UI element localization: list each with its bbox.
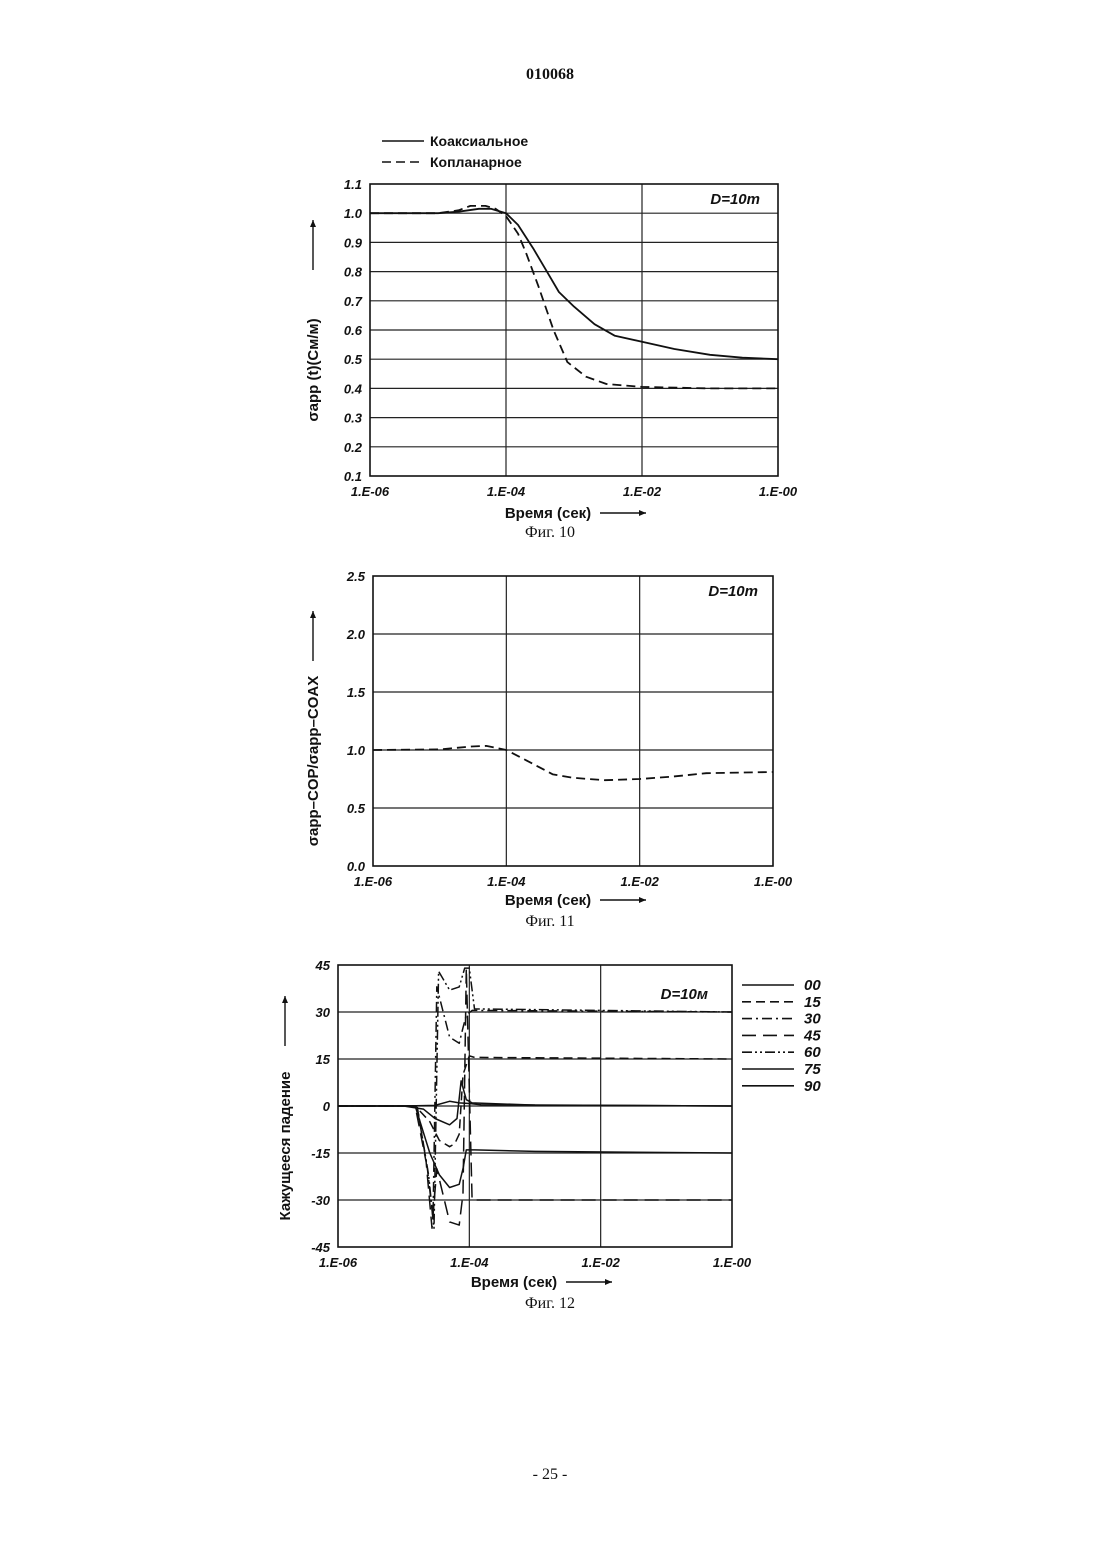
y-tick-label: 1.1 (344, 177, 362, 192)
x-tick-label: 1.E-06 (319, 1255, 358, 1270)
document-number: 010068 (0, 66, 1100, 84)
chart-annotation: D=10m (708, 583, 758, 600)
x-tick-label: 1.E-04 (450, 1255, 489, 1270)
legend-label: 45 (803, 1027, 821, 1044)
y-axis-arrowhead (310, 220, 316, 227)
series-line-90 (338, 1081, 732, 1125)
x-axis-arrowhead (639, 897, 646, 903)
x-tick-label: 1.E-02 (621, 874, 660, 889)
series-line-ratio (373, 746, 773, 780)
series-line-15 (338, 1056, 732, 1147)
series-line-Копланарное (370, 206, 778, 389)
y-axis-label: σapp (t)(См/м) (305, 318, 322, 421)
x-tick-label: 1.E-06 (354, 874, 393, 889)
x-axis-arrowhead (605, 1279, 612, 1285)
x-tick-label: 1.E-06 (351, 484, 390, 499)
legend-label: 15 (804, 994, 821, 1011)
legend-label: 60 (804, 1044, 821, 1061)
y-tick-label: 0.3 (344, 411, 363, 426)
y-tick-label: 0.1 (344, 469, 362, 484)
y-tick-label: 0 (323, 1099, 331, 1114)
y-axis-arrowhead (282, 996, 288, 1003)
legend-label: 00 (804, 977, 821, 994)
plot-frame (373, 576, 773, 866)
page-number: - 25 - (0, 1466, 1100, 1484)
y-tick-label: 0.0 (347, 859, 366, 874)
figure-11: 0.0 0.5 1.0 1.5 2.0 2.5 1.E-06 1.E-04 1.E-02 1.E-… (305, 569, 793, 930)
x-tick-label: 1.E-00 (759, 484, 798, 499)
y-tick-label: 45 (315, 958, 331, 973)
x-axis-arrowhead (639, 510, 646, 516)
x-axis-label: Время (сек) (505, 505, 591, 522)
legend-label: Коаксиальное (430, 133, 528, 149)
series-line-75 (338, 1106, 732, 1188)
x-tick-label: 1.E-02 (582, 1255, 621, 1270)
legend-label: 30 (804, 1011, 821, 1028)
chart-annotation: D=10m (710, 191, 760, 208)
y-tick-label: 1.0 (347, 743, 366, 758)
series-line-60 (338, 968, 732, 1228)
x-axis-label: Время (сек) (505, 892, 591, 909)
series-line-45 (338, 968, 732, 1228)
y-tick-label: 0.8 (344, 265, 363, 280)
figure-caption: Фиг. 12 (525, 1295, 575, 1312)
y-tick-label: 0.6 (344, 323, 363, 338)
legend-label: 75 (804, 1061, 821, 1078)
x-tick-label: 1.E-00 (754, 874, 793, 889)
y-axis-arrowhead (310, 611, 316, 618)
y-tick-label: 30 (316, 1005, 331, 1020)
y-tick-label: 15 (316, 1052, 331, 1067)
figure-12: -45-30-1501530451.E-061.E-041.E-021.E-00… (277, 958, 821, 1312)
series-line-00 (338, 1101, 732, 1106)
y-tick-label: 1.0 (344, 206, 363, 221)
figures-canvas: 0.1 0.2 0.3 0.4 0.5 0.6 0.7 0.8 0.9 1.0 1.1 1.E-06 1… (0, 0, 1100, 1556)
legend-label: 90 (804, 1078, 821, 1095)
figure-caption: Фиг. 10 (525, 524, 575, 541)
y-tick-label: -15 (311, 1146, 331, 1161)
x-tick-label: 1.E-04 (487, 484, 526, 499)
series-line-Коаксиальное (370, 209, 778, 359)
y-axis-label: σapp–COP/σapp–COAX (305, 676, 322, 847)
x-tick-label: 1.E-00 (713, 1255, 752, 1270)
figure-caption: Фиг. 11 (525, 913, 574, 930)
x-tick-label: 1.E-04 (487, 874, 526, 889)
figure-10: 0.1 0.2 0.3 0.4 0.5 0.6 0.7 0.8 0.9 1.0 1.1 1.E-06 1… (305, 133, 798, 541)
y-tick-label: -30 (311, 1193, 331, 1208)
series-line-30 (338, 987, 732, 1219)
y-tick-label: 0.4 (344, 381, 363, 396)
y-axis-label: Кажущееся падение (277, 1072, 294, 1221)
y-tick-label: 0.2 (344, 440, 363, 455)
x-axis-label: Время (сек) (471, 1274, 557, 1291)
y-tick-label: 0.7 (344, 294, 363, 309)
y-tick-label: 0.9 (344, 235, 363, 250)
plot-frame (338, 965, 732, 1247)
x-tick-label: 1.E-02 (623, 484, 662, 499)
y-tick-label: -45 (311, 1240, 331, 1255)
legend-label: Копланарное (430, 154, 522, 170)
chart-annotation: D=10м (661, 986, 708, 1003)
y-tick-label: 1.5 (347, 685, 366, 700)
y-tick-label: 0.5 (347, 801, 366, 816)
y-tick-label: 0.5 (344, 352, 363, 367)
y-tick-label: 2.5 (346, 569, 366, 584)
plot-frame (370, 184, 778, 476)
y-tick-label: 2.0 (346, 627, 366, 642)
